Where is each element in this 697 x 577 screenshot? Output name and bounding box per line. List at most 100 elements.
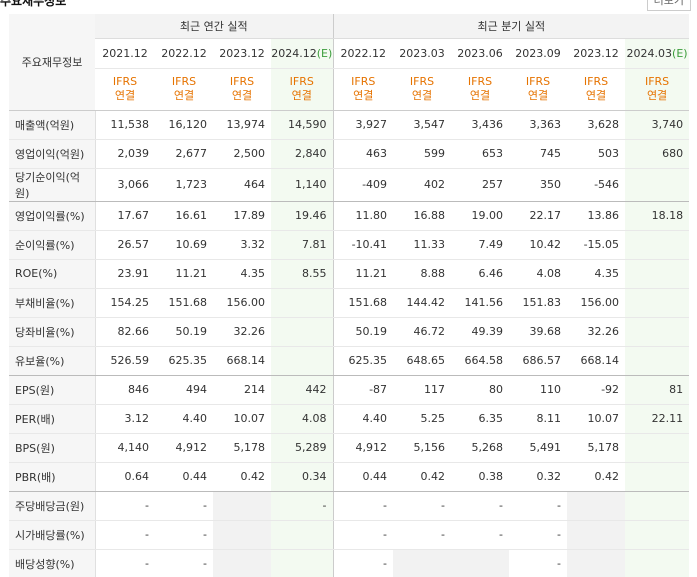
- table-cell: 22.11: [625, 404, 690, 434]
- row-label: BPS(원): [9, 433, 95, 463]
- table-cell: 0.38: [451, 462, 510, 492]
- table-cell: 2,039: [94, 139, 155, 169]
- table-cell: -: [94, 491, 155, 521]
- table-cell: 653: [451, 139, 510, 169]
- table-cell: 151.68: [332, 288, 394, 318]
- table-cell: 11.21: [155, 259, 213, 289]
- ifrs-bottom: 연결: [646, 89, 668, 102]
- table-cell: [625, 491, 690, 521]
- table-cell: -: [393, 491, 452, 521]
- table-cell: 745: [509, 139, 568, 169]
- ifrs-top: IFRS: [229, 75, 255, 88]
- table-cell: 5.25: [393, 404, 452, 434]
- table-cell: 141.56: [451, 288, 510, 318]
- table-cell: 257: [451, 168, 510, 202]
- table-cell: 50.19: [332, 317, 394, 347]
- table-cell: 144.42: [393, 288, 452, 318]
- table-cell: 5,268: [451, 433, 510, 463]
- table-cell: [271, 288, 334, 318]
- table-cell: 0.64: [94, 462, 155, 492]
- row-label: 당좌비율(%): [9, 317, 95, 347]
- table-cell: 846: [94, 375, 155, 405]
- table-cell: [567, 549, 626, 577]
- table-cell: 6.46: [451, 259, 510, 289]
- table-cell: [271, 317, 334, 347]
- table-cell: 14,590: [271, 110, 334, 140]
- table-cell: 10.69: [155, 230, 213, 260]
- table-cell: 5,289: [271, 433, 334, 463]
- table-cell: 3,740: [625, 110, 690, 140]
- table-cell: 3,363: [509, 110, 568, 140]
- table-cell: 668.14: [213, 346, 271, 376]
- table-cell: 11,538: [94, 110, 155, 140]
- financial-table: 주요재무정보 최근 연간 실적 최근 분기 실적 2021.12 2022.12 2…: [9, 14, 690, 577]
- table-row: PER(배) 3.12 4.40 10.07 4.08 4.40 5.25 6.35 8.11 1…: [9, 404, 690, 434]
- table-cell: 4.40: [155, 404, 213, 434]
- table-cell: 2,840: [271, 139, 334, 169]
- table-cell: [567, 491, 626, 521]
- table-cell: 82.66: [94, 317, 155, 347]
- table-cell: -: [509, 520, 568, 550]
- table-cell: 4.08: [271, 404, 334, 434]
- table-cell: 10.07: [213, 404, 271, 434]
- table-cell: 4,912: [155, 433, 213, 463]
- table-cell: 3,436: [451, 110, 510, 140]
- table-cell: 625.35: [155, 346, 213, 376]
- period-header: 2023.12: [213, 38, 271, 69]
- table-cell: 3,547: [393, 110, 452, 140]
- table-row: 당좌비율(%) 82.66 50.19 32.26 50.19 46.72 49.39 39.…: [9, 317, 690, 347]
- row-label: 시가배당률(%): [9, 520, 95, 550]
- table-row: 부채비율(%) 154.25 151.68 156.00 151.68 144.42 141…: [9, 288, 690, 318]
- table-row: ROE(%) 23.91 11.21 4.35 8.55 11.21 8.88 6.46 4.0…: [9, 259, 690, 289]
- ifrs-top: IFRS: [467, 75, 493, 88]
- row-label: 영업이익률(%): [9, 201, 95, 231]
- table-cell: 32.26: [213, 317, 271, 347]
- table-cell: 156.00: [567, 288, 626, 318]
- table-cell: 1,140: [271, 168, 334, 202]
- ifrs-top: IFRS: [525, 75, 551, 88]
- table-cell: -: [332, 491, 394, 521]
- ifrs-top: IFRS: [351, 75, 376, 88]
- table-cell: 17.89: [213, 201, 271, 231]
- row-label: PER(배): [9, 404, 95, 434]
- ifrs-top: IFRS: [171, 75, 197, 88]
- table-cell: 11.80: [332, 201, 394, 231]
- table-cell: [271, 346, 334, 376]
- table-cell: 0.44: [155, 462, 213, 492]
- ifrs-bottom: 연결: [231, 89, 253, 102]
- ifrs-top: IFRS: [289, 75, 314, 88]
- table-cell: 503: [567, 139, 626, 169]
- table-cell: 16,120: [155, 110, 213, 140]
- table-cell: [625, 549, 690, 577]
- table-cell: 5,156: [393, 433, 452, 463]
- row-label: 유보율(%): [9, 346, 95, 376]
- ifrs-label: IFRS 연결: [213, 68, 271, 111]
- table-row: 매출액(억원) 11,538 16,120 13,974 14,590 3,927 3,54…: [9, 110, 690, 140]
- table-cell: 81: [625, 375, 690, 405]
- table-cell: 10.42: [509, 230, 568, 260]
- table-cell: 3.32: [213, 230, 271, 260]
- ifrs-label: IFRS 연결: [625, 68, 690, 111]
- table-cell: [271, 520, 334, 550]
- more-link[interactable]: 더보기: [646, 0, 691, 11]
- table-cell: [625, 462, 690, 492]
- table-cell: 8.88: [393, 259, 452, 289]
- table-cell: 10.07: [567, 404, 626, 434]
- table-cell: 0.32: [509, 462, 568, 492]
- ifrs-bottom: 연결: [469, 89, 491, 102]
- table-cell: -: [332, 520, 394, 550]
- table-cell: 17.67: [94, 201, 155, 231]
- row-label: 영업이익(억원): [9, 139, 95, 169]
- table-cell: 110: [509, 375, 568, 405]
- table-cell: -87: [332, 375, 394, 405]
- table-cell: 154.25: [94, 288, 155, 318]
- table-cell: 680: [625, 139, 690, 169]
- table-cell: [625, 433, 690, 463]
- table-cell: -: [271, 491, 334, 521]
- table-cell: 4,912: [332, 433, 394, 463]
- table-cell: 686.57: [509, 346, 568, 376]
- table-cell: 39.68: [509, 317, 568, 347]
- table-cell: 6.35: [451, 404, 510, 434]
- table-cell: -: [94, 549, 155, 577]
- table-cell: [625, 288, 690, 318]
